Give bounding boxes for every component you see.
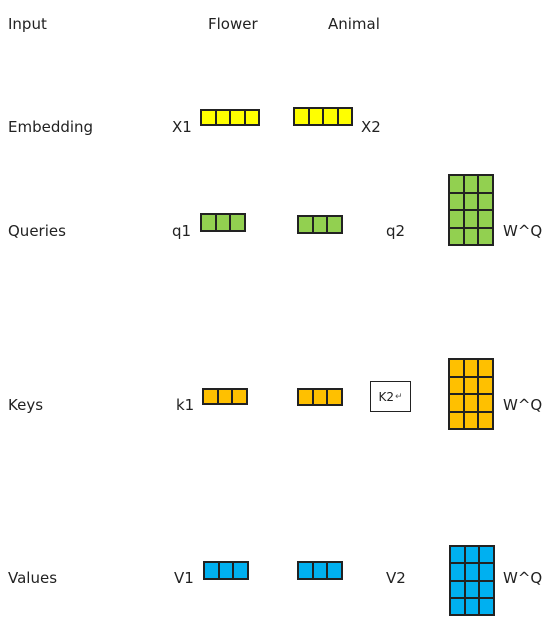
grid-cell [450, 546, 465, 564]
keys-label: Keys [8, 396, 44, 414]
grid-cell [463, 192, 479, 210]
grid-cell [449, 376, 464, 394]
grid-cell [449, 192, 464, 210]
grid-cell [478, 394, 493, 412]
grid-cell [478, 376, 493, 394]
grid-cell [230, 214, 245, 231]
grid-cell [478, 227, 493, 245]
values-label: Values [8, 569, 58, 587]
grid-cell [449, 227, 464, 245]
grid-cell [201, 110, 216, 125]
grid-cell [232, 389, 247, 404]
word-animal: Animal [328, 15, 380, 33]
queries-matrix-label: W^Q [503, 222, 543, 240]
grid-cell [203, 389, 218, 404]
key-weight-matrix [448, 358, 494, 430]
grid-cell [312, 389, 328, 405]
grid-cell [478, 210, 493, 228]
grid-cell [218, 562, 234, 579]
grid-cell [215, 214, 231, 231]
embedding-x2-label: X2 [361, 118, 381, 136]
values-v2-label: V2 [386, 569, 406, 587]
grid-cell [449, 411, 464, 429]
grid-cell [217, 389, 233, 404]
grid-cell [478, 175, 493, 193]
query-vector-q2 [297, 215, 343, 234]
grid-cell [450, 597, 465, 615]
embedding-label: Embedding [8, 118, 94, 136]
value-vector-v1 [203, 561, 249, 580]
grid-cell [312, 562, 328, 579]
grid-cell [449, 394, 464, 412]
value-vector-v2 [297, 561, 343, 580]
grid-cell [298, 216, 313, 233]
grid-cell [230, 110, 245, 125]
grid-cell [463, 394, 479, 412]
grid-cell [312, 216, 328, 233]
grid-cell [323, 108, 338, 125]
keys-matrix-label: W^Q [503, 396, 543, 414]
grid-cell [464, 580, 480, 598]
grid-cell [294, 108, 309, 125]
grid-cell [463, 210, 479, 228]
grid-cell [463, 175, 479, 193]
grid-cell [337, 108, 352, 125]
grid-cell [464, 597, 480, 615]
query-weight-matrix [448, 174, 494, 246]
grid-cell [479, 597, 494, 615]
values-matrix-label: W^Q [503, 569, 543, 587]
grid-cell [244, 110, 259, 125]
grid-cell [464, 546, 480, 564]
grid-cell [450, 563, 465, 581]
grid-cell [215, 110, 230, 125]
grid-cell [327, 389, 342, 405]
grid-cell [463, 411, 479, 429]
grid-cell [449, 175, 464, 193]
grid-cell [201, 214, 216, 231]
grid-cell [478, 411, 493, 429]
grid-cell [233, 562, 248, 579]
grid-cell [327, 216, 342, 233]
embedding-vector-x2 [293, 107, 353, 126]
queries-label: Queries [8, 222, 66, 240]
grid-cell [204, 562, 219, 579]
grid-cell [449, 210, 464, 228]
query-vector-q1 [200, 213, 246, 232]
grid-cell [327, 562, 342, 579]
queries-q1-label: q1 [172, 222, 192, 240]
grid-cell [464, 563, 480, 581]
value-weight-matrix [449, 545, 495, 616]
grid-cell [449, 359, 464, 377]
grid-cell [450, 580, 465, 598]
input-label: Input [8, 15, 47, 33]
keys-k1-label: k1 [176, 396, 195, 414]
embedding-x1-label: X1 [172, 118, 192, 136]
grid-cell [463, 359, 479, 377]
grid-cell [308, 108, 323, 125]
grid-cell [478, 192, 493, 210]
grid-cell [298, 562, 313, 579]
queries-q2-label: q2 [386, 222, 406, 240]
keys-k2-textbox[interactable]: K2 ↵ [370, 381, 411, 412]
grid-cell [479, 546, 494, 564]
grid-cell [479, 563, 494, 581]
return-mark-icon: ↵ [394, 391, 403, 402]
keys-k2-label: K2 [378, 389, 394, 404]
grid-cell [298, 389, 313, 405]
embedding-vector-x1 [200, 109, 260, 126]
key-vector-k1 [202, 388, 248, 405]
grid-cell [463, 227, 479, 245]
grid-cell [463, 376, 479, 394]
grid-cell [479, 580, 494, 598]
values-v1-label: V1 [174, 569, 194, 587]
word-flower: Flower [208, 15, 258, 33]
key-vector-k2 [297, 388, 343, 406]
grid-cell [478, 359, 493, 377]
